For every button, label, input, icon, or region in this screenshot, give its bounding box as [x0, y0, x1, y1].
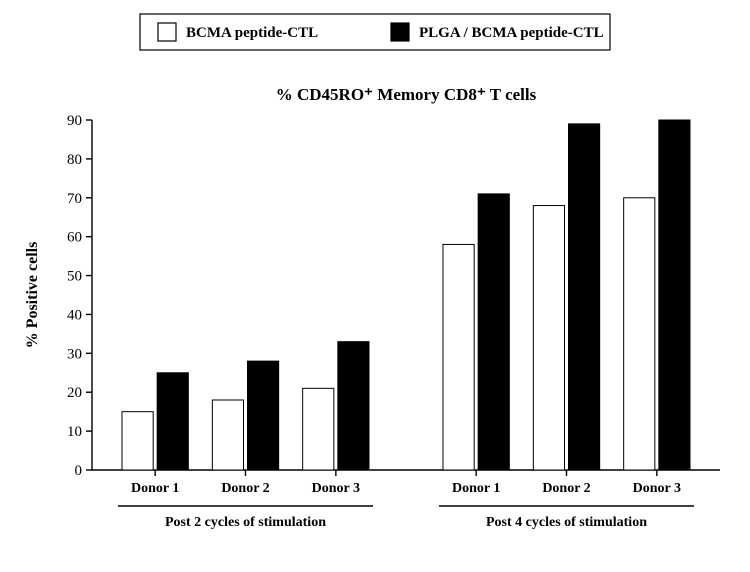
y-tick-label: 80: [67, 152, 82, 168]
bar: [569, 124, 600, 470]
bar: [659, 120, 690, 470]
bar: [212, 400, 243, 470]
y-tick-label: 10: [67, 424, 82, 440]
group-label: Post 4 cycles of stimulation: [486, 515, 647, 530]
category-label: Donor 3: [312, 481, 360, 496]
bar: [157, 373, 188, 470]
y-tick-label: 60: [67, 230, 82, 246]
bar: [624, 198, 655, 470]
bar: [533, 206, 564, 470]
legend-swatch: [391, 23, 409, 41]
bar: [478, 194, 509, 470]
bar: [338, 342, 369, 470]
bar: [443, 244, 474, 470]
legend-swatch: [158, 23, 176, 41]
bar: [122, 412, 153, 470]
y-tick-label: 30: [67, 346, 82, 362]
y-tick-label: 0: [75, 463, 83, 479]
y-tick-label: 50: [67, 269, 82, 285]
y-tick-label: 20: [67, 385, 82, 401]
category-label: Donor 1: [131, 481, 179, 496]
category-label: Donor 1: [452, 481, 500, 496]
chart-container: BCMA peptide-CTL PLGA / BCMA peptide-CTL%…: [0, 0, 750, 572]
legend-label: BCMA peptide-CTL: [186, 25, 318, 41]
legend-label: PLGA / BCMA peptide-CTL: [419, 25, 604, 41]
category-label: Donor 2: [542, 481, 590, 496]
group-label: Post 2 cycles of stimulation: [165, 515, 326, 530]
category-label: Donor 2: [221, 481, 269, 496]
y-tick-label: 90: [67, 113, 82, 129]
chart-title: % CD45RO⁺ Memory CD8⁺ T cells: [276, 85, 537, 104]
bar: [303, 388, 334, 470]
bar-chart: BCMA peptide-CTL PLGA / BCMA peptide-CTL%…: [0, 0, 750, 572]
y-axis-label: % Positive cells: [24, 242, 41, 349]
y-tick-label: 70: [67, 191, 82, 207]
bar: [248, 361, 279, 470]
y-tick-label: 40: [67, 307, 82, 323]
category-label: Donor 3: [633, 481, 681, 496]
